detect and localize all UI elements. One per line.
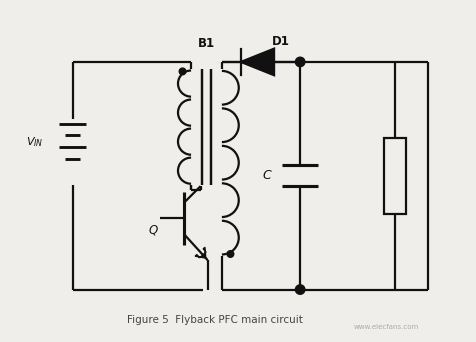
Text: B1: B1 <box>197 37 214 50</box>
Polygon shape <box>240 49 274 75</box>
Circle shape <box>295 285 304 294</box>
Text: Q: Q <box>149 224 158 237</box>
Circle shape <box>179 68 186 75</box>
Text: $V_{IN}$: $V_{IN}$ <box>26 136 43 149</box>
Text: D1: D1 <box>271 35 289 48</box>
Text: Figure 5  Flyback PFC main circuit: Figure 5 Flyback PFC main circuit <box>127 315 302 325</box>
Circle shape <box>295 57 304 67</box>
Circle shape <box>227 251 233 257</box>
Text: www.elecfans.com: www.elecfans.com <box>353 324 418 330</box>
Text: R: R <box>390 169 398 182</box>
FancyArrow shape <box>195 247 206 258</box>
Bar <box>383 138 406 214</box>
Text: C: C <box>262 169 271 182</box>
